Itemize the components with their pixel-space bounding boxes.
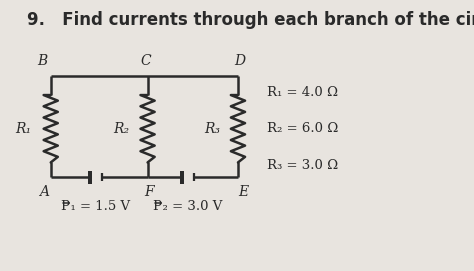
Text: R₂ = 6.0 Ω: R₂ = 6.0 Ω — [267, 122, 338, 135]
Text: R₃: R₃ — [204, 122, 220, 136]
Text: C: C — [141, 54, 151, 68]
Text: R₂: R₂ — [114, 122, 130, 136]
Text: D: D — [234, 54, 245, 68]
Text: ₱₁ = 1.5 V: ₱₁ = 1.5 V — [61, 201, 130, 214]
Text: A: A — [38, 185, 49, 199]
Text: F: F — [145, 185, 154, 199]
Text: R₁ = 4.0 Ω: R₁ = 4.0 Ω — [267, 86, 338, 99]
Text: R₁: R₁ — [15, 122, 31, 136]
Text: E: E — [239, 185, 249, 199]
Text: 9.   Find currents through each branch of the circuit: 9. Find currents through each branch of … — [27, 11, 474, 30]
Text: ₱₂ = 3.0 V: ₱₂ = 3.0 V — [153, 201, 223, 214]
Text: R₃ = 3.0 Ω: R₃ = 3.0 Ω — [267, 159, 338, 172]
Text: B: B — [37, 54, 48, 68]
